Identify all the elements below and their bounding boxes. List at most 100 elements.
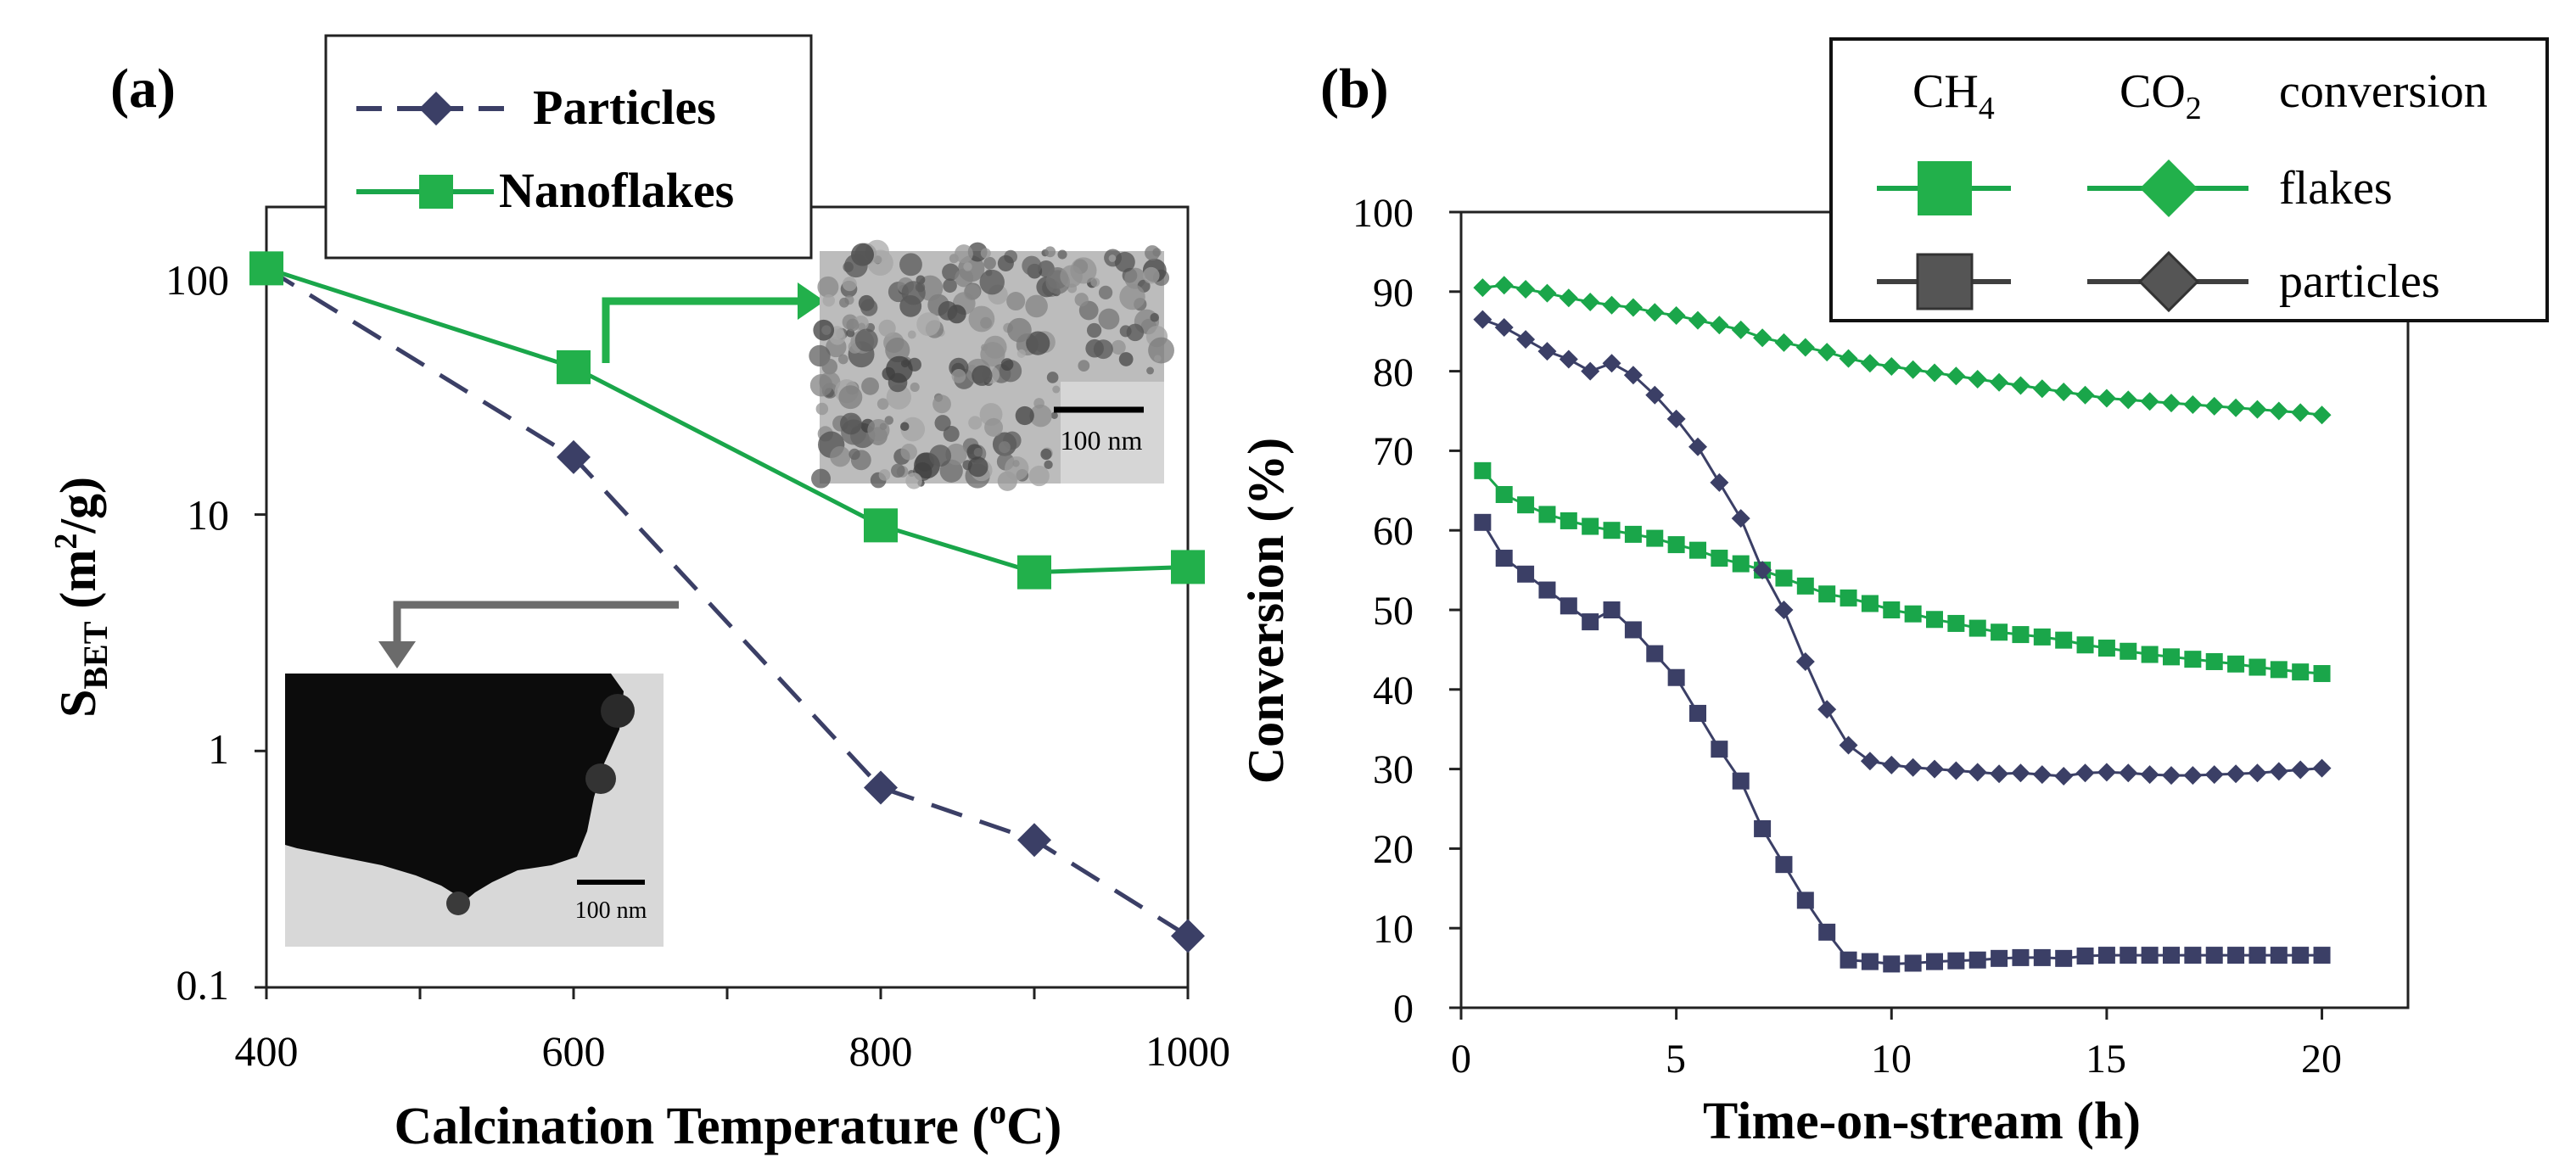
co2-flakes-diamond-marker	[1602, 295, 1621, 315]
co2-particles-diamond-marker	[1860, 752, 1879, 771]
particles-tem-inset: 100 nm	[285, 674, 664, 947]
co2-particles-diamond-marker	[1710, 472, 1729, 492]
ch4-flakes-square-marker	[1796, 577, 1814, 595]
co2-particles-diamond-marker	[1925, 759, 1944, 779]
co2-particles-diamond-marker	[1839, 735, 1858, 755]
tem-particle	[891, 463, 905, 478]
ch4-flakes-square-marker	[2033, 628, 2051, 646]
ch4-flakes-square-marker	[2120, 642, 2137, 660]
tem-particle	[1044, 246, 1056, 258]
ch4-particles-square-marker	[2292, 947, 2310, 964]
ch4-flakes-square-marker	[2055, 631, 2073, 649]
co2-flakes-diamond-marker	[2204, 396, 2224, 416]
co2-flakes-diamond-marker	[2162, 394, 2181, 413]
ch4-particles-square-marker	[1603, 601, 1621, 618]
co2-flakes-diamond-marker	[2140, 392, 2159, 411]
nanoflakes-tem-inset: 100 nm	[809, 239, 1174, 491]
panel-b-x-tick-label: 0	[1451, 1037, 1471, 1082]
ch4-flakes-square-marker	[1603, 522, 1621, 539]
co2-flakes-diamond-marker	[1559, 288, 1578, 308]
tem-particle	[1093, 339, 1113, 360]
co2-particles-diamond-marker	[1903, 758, 1923, 777]
tem-particle	[838, 385, 863, 410]
tem-particle	[1044, 460, 1053, 469]
tem-particle	[861, 377, 880, 395]
co2-flakes-diamond-marker	[1817, 343, 1837, 362]
ch4-flakes-square-marker	[2163, 648, 2180, 666]
tem-particle	[1028, 465, 1050, 487]
ch4-particles-square-marker	[2227, 947, 2245, 964]
legend-particles-diamond-marker	[419, 92, 453, 126]
panel-b-y-tick-label: 10	[1373, 907, 1414, 952]
tem-particle	[1119, 283, 1145, 310]
panel-a-x-tick-label: 400	[235, 1027, 299, 1075]
co2-particles-diamond-marker	[1516, 330, 1536, 349]
co2-flakes-diamond-marker	[2291, 403, 2310, 422]
panel-a-y-tick-label: 0.1	[176, 961, 230, 1009]
tem-particle	[848, 448, 860, 461]
ch4-flakes-square-marker	[1861, 595, 1879, 612]
co2-flakes-diamond-marker	[1903, 360, 1923, 379]
ch4-particles-square-marker	[2205, 947, 2223, 964]
tem-particle	[1052, 385, 1061, 394]
tem-particle	[1000, 358, 1014, 372]
panel-a-x-axis-label: Calcination Temperature (oC)	[395, 1093, 1062, 1155]
tem-particle	[907, 330, 916, 339]
co2-particles-diamond-marker	[2291, 760, 2310, 780]
tem-particle	[1150, 312, 1160, 322]
tem-particle	[929, 444, 952, 467]
tem-particle	[1108, 254, 1117, 262]
ch4-particles-square-marker	[2076, 948, 2094, 965]
tem-particle	[837, 354, 848, 365]
tem-particle	[1086, 322, 1102, 338]
ch4-flakes-square-marker	[1883, 601, 1901, 618]
co2-particles-diamond-marker	[1990, 764, 2009, 784]
tem-particle	[900, 444, 917, 461]
tem-particle	[1015, 405, 1034, 426]
co2-flakes-diamond-marker	[2119, 390, 2138, 410]
tem-particle	[899, 422, 910, 431]
tem-particle	[932, 394, 951, 414]
tem-particle	[1114, 251, 1135, 272]
particle-aggregate	[285, 674, 624, 901]
co2-flakes-diamond-marker	[1860, 354, 1879, 373]
ch4-flakes-square-marker	[2270, 661, 2288, 679]
ch4-particles-square-marker	[1926, 953, 1943, 970]
tem-particle	[1142, 266, 1160, 284]
ch4-particles-square-marker	[1560, 597, 1577, 615]
ch4-flakes-square-marker	[1667, 536, 1685, 554]
panel-a-series	[249, 251, 1205, 953]
particles-diamond-marker	[1171, 919, 1205, 953]
panel-b-legend: CH4 CO2 conversion flakes particles	[1829, 37, 2549, 322]
series-ch4-flakes	[1474, 461, 2331, 683]
tem-particle	[867, 418, 890, 442]
co2-particles-diamond-marker	[2054, 767, 2074, 786]
ch4-flakes-square-marker	[2012, 626, 2030, 644]
particles-diamond-marker	[864, 770, 898, 805]
co2-particles-diamond-marker	[2119, 763, 2138, 783]
nanoflakes-tem-texture	[809, 239, 1174, 491]
panel-a-y-tick-label: 1	[208, 725, 229, 773]
co2-particles-diamond-marker	[1666, 409, 1686, 428]
panel-b-y-tick-label: 90	[1373, 271, 1414, 316]
co2-particles-diamond-marker	[1968, 763, 1987, 782]
tem-particle	[1016, 349, 1026, 358]
ch4-particles-square-marker	[1883, 955, 1901, 973]
ch4-particles-square-marker	[2313, 947, 2331, 964]
panel-b-y-tick-label: 80	[1373, 350, 1414, 395]
nanoflakes-square-marker	[249, 251, 283, 286]
ch4-particles-square-marker	[1818, 923, 1836, 941]
ch4-particles-square-marker	[1624, 621, 1642, 639]
co2-flakes-diamond-marker	[1666, 305, 1686, 325]
co2-flakes-diamond-marker	[2312, 405, 2332, 425]
co2-particles-diamond-marker	[1559, 349, 1578, 369]
ch4-flakes-square-marker	[1624, 525, 1642, 543]
tem-particle	[972, 365, 993, 386]
ch4-particles-square-marker	[1991, 949, 2008, 967]
ch4-particles-square-marker	[2097, 947, 2115, 964]
ch4-flakes-square-marker	[2292, 663, 2310, 681]
tem-particle	[1145, 245, 1161, 261]
tem-particle	[1025, 294, 1048, 318]
tem-particle	[943, 425, 960, 443]
